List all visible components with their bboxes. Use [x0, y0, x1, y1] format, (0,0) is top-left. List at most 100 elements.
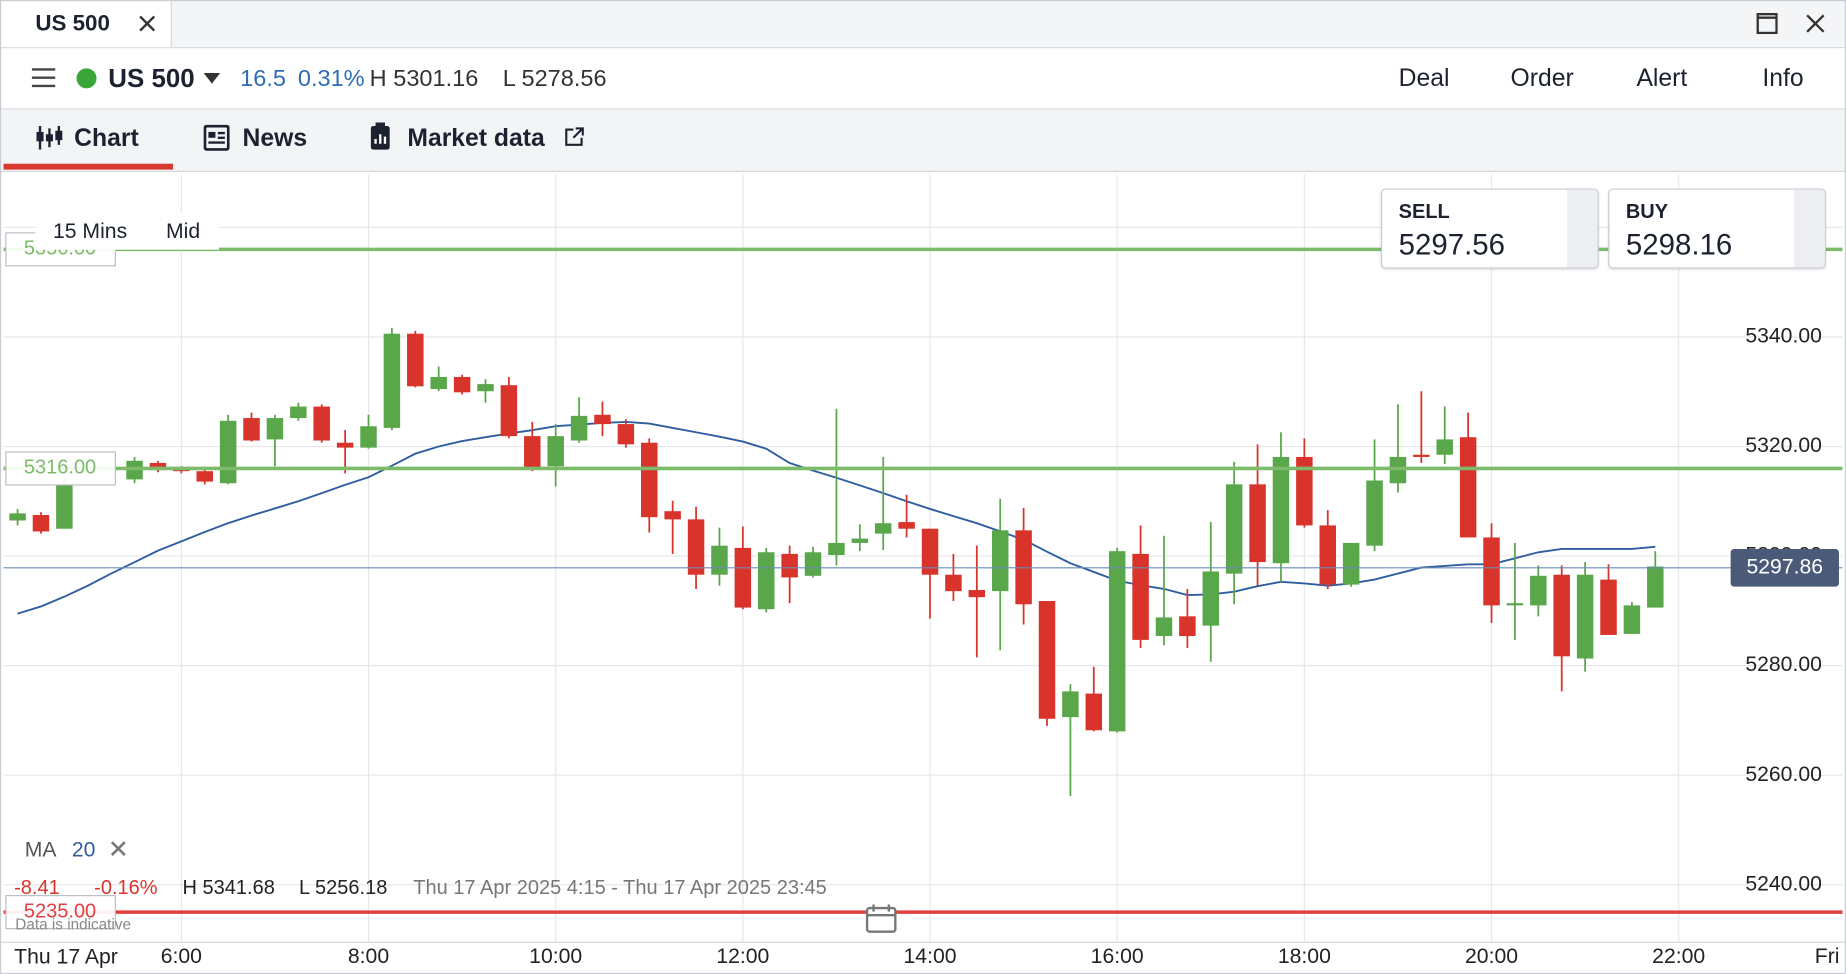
candle-body [1272, 456, 1290, 564]
chart-tab[interactable]: Chart [74, 124, 139, 152]
candle-body [594, 414, 611, 425]
x-tick-label: Fri [1815, 945, 1840, 968]
candle-body [1530, 575, 1547, 606]
ma-remove-icon[interactable] [110, 841, 126, 856]
interval[interactable]: 15 Mins [52, 219, 128, 243]
y-tick-label: 5340.00 [1745, 325, 1822, 348]
candle-body [1506, 603, 1524, 606]
buy-box[interactable]: BUY 5298.16 [1608, 188, 1826, 269]
candle-body [781, 553, 798, 578]
candle-body [524, 436, 541, 468]
external-link-icon[interactable] [564, 126, 585, 147]
news-tab-icon [203, 124, 230, 151]
order-button[interactable]: Order [1510, 64, 1574, 92]
candle-body [1623, 605, 1641, 634]
interval-selector: 15 Mins Mid [35, 213, 219, 250]
level-label-box [5, 895, 116, 930]
x-tick-label: 22:00 [1652, 945, 1705, 968]
buy-strip [1794, 189, 1825, 268]
sell-price: 5297.56 [1398, 228, 1506, 262]
level-label: 5235.00 [24, 900, 96, 922]
price-type[interactable]: Mid [165, 219, 201, 243]
candle-body [1249, 484, 1266, 563]
candle-body [56, 485, 73, 529]
y-tick-label: 5280.00 [1745, 653, 1822, 676]
window-tab[interactable]: US 500 [0, 0, 172, 48]
candle-body [336, 442, 354, 448]
ma-period[interactable]: 20 [71, 837, 96, 861]
candle-body [32, 515, 50, 532]
candle-body [734, 547, 752, 608]
candle-body [1553, 574, 1570, 657]
candle-body [758, 552, 775, 610]
buy-price: 5298.16 [1625, 228, 1733, 262]
candle-body [266, 418, 284, 440]
candle-body [711, 545, 728, 575]
candle-body [1600, 579, 1617, 635]
candle-body [453, 376, 471, 393]
candle-body [1225, 484, 1243, 574]
market-data-tab[interactable]: Market data [407, 124, 545, 152]
candle-body [874, 523, 892, 534]
candle-body [1436, 439, 1453, 455]
buy-label: BUY [1625, 200, 1669, 223]
close-icon[interactable] [139, 15, 156, 32]
dropdown-icon[interactable] [203, 73, 221, 84]
candle-body [196, 471, 213, 482]
candle-body [687, 519, 705, 575]
candle-body [290, 406, 307, 419]
candle-body [243, 418, 260, 441]
x-tick-label: 12:00 [716, 945, 769, 968]
x-tick-label: 20:00 [1465, 945, 1518, 968]
y-tick-label: 5240.00 [1745, 872, 1822, 895]
candle-body [898, 522, 915, 529]
candle-body [1085, 693, 1103, 731]
sell-box[interactable]: SELL 5297.56 [1380, 188, 1599, 269]
summary-range: Thu 17 Apr 2025 4:15 - Thu 17 Apr 2025 2… [413, 876, 827, 899]
x-tick-label: 18:00 [1278, 945, 1331, 968]
close-window-icon[interactable] [1805, 13, 1826, 34]
y-tick-label: 5260.00 [1745, 763, 1822, 786]
candle-body [407, 333, 424, 387]
news-tab[interactable]: News [242, 124, 308, 152]
x-tick-label: 6:00 [161, 945, 202, 968]
candle-body [1038, 601, 1056, 719]
candle-body [617, 424, 635, 445]
candle-body [313, 406, 330, 441]
candle-body [1459, 437, 1477, 538]
market-name[interactable]: US 500 [108, 63, 195, 94]
candle-body [921, 528, 939, 575]
high: H 5301.16 [369, 65, 479, 92]
candle-body [1108, 551, 1126, 732]
summary-change: -8.41 [14, 876, 60, 899]
deal-button[interactable]: Deal [1398, 64, 1450, 92]
x-start-label: Thu 17 Apr [14, 944, 118, 969]
x-tick-label: 14:00 [904, 945, 957, 968]
candle-body [945, 574, 962, 592]
candle-body [360, 426, 377, 448]
info-button[interactable]: Info [1762, 64, 1804, 92]
candle-body [991, 530, 1009, 592]
candle-body [1319, 525, 1336, 585]
summary-low: L 5256.18 [299, 876, 388, 899]
summary-change-pct: -0.16% [94, 876, 158, 899]
maximize-icon[interactable] [1756, 12, 1778, 35]
candle-body [641, 442, 658, 518]
menu-icon[interactable] [31, 67, 56, 88]
candle-body [477, 384, 494, 392]
candle-body [500, 385, 518, 437]
toolbar: US 500 16.5 0.31% H 5301.16 L 5278.56 De… [0, 48, 1846, 110]
candle-body [1062, 691, 1079, 718]
current-price-label: 5297.86 [1746, 555, 1823, 578]
alert-button[interactable]: Alert [1636, 64, 1688, 92]
candle-body [1366, 480, 1383, 546]
calendar-icon[interactable] [865, 903, 897, 934]
candle-body [851, 538, 869, 543]
candle-body [804, 552, 822, 576]
summary-high: H 5341.68 [182, 876, 275, 899]
sell-strip [1566, 189, 1598, 268]
tab-bar: Chart News Market data [0, 109, 1846, 172]
candle-body [1296, 456, 1313, 526]
